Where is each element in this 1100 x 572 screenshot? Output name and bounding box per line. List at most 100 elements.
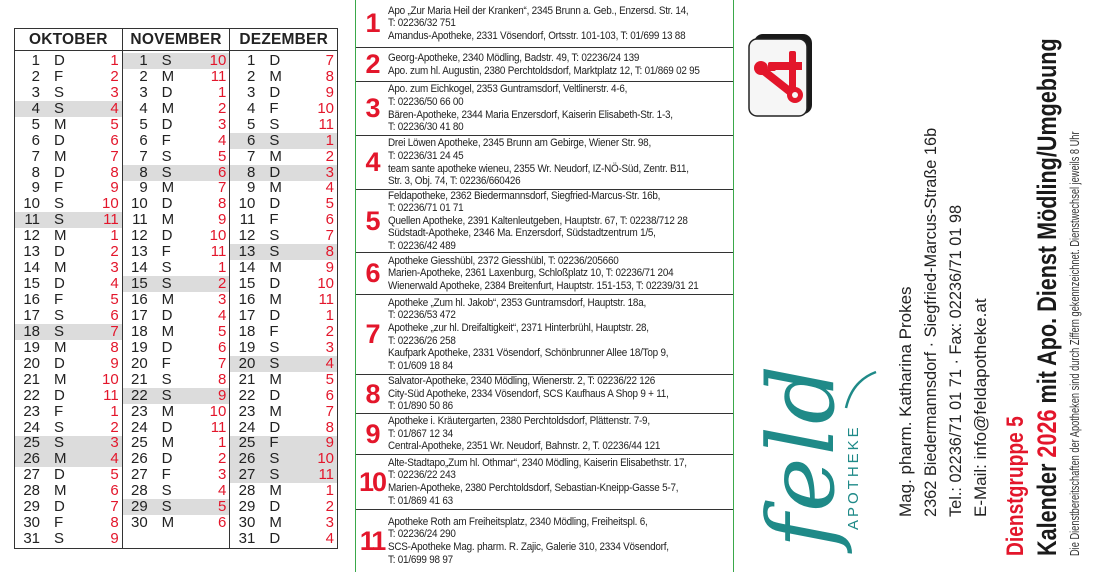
day-number: 27	[23, 466, 40, 484]
weekday-letter: D	[269, 306, 281, 324]
pharmacy-line: Apotheke „Zum hl. Jakob“, 2353 Guntramsd…	[388, 296, 647, 309]
weekday-letter: M	[54, 450, 67, 468]
day-number: 9	[31, 179, 40, 197]
duty-group-number: 4	[218, 306, 227, 324]
calendar-day-row: 11 M 9	[123, 212, 230, 228]
calendar-day-row: 13 S 8	[230, 243, 338, 261]
email-link[interactable]: E-Mail: info@feldapotheke.at	[971, 298, 990, 517]
day-number: 31	[23, 530, 40, 548]
calendar-day-row: 14 S 1	[123, 260, 230, 276]
calendar-day-row: 28 S 4	[123, 483, 230, 499]
weekday-letter: F	[269, 99, 279, 117]
weekday-letter: M	[161, 434, 175, 452]
pharmacy-line: T: 02236/30 41 80	[388, 121, 464, 134]
calendar-day-row: 16 M 11	[230, 292, 337, 308]
weekday-letter: D	[54, 466, 65, 484]
logo-swoosh	[844, 370, 877, 409]
calendar-day-row: 29 D 2	[230, 499, 337, 515]
duty-group-number: 10	[317, 99, 335, 117]
weekday-letter: D	[161, 83, 173, 101]
weekday-letter: S	[161, 370, 172, 388]
duty-group-number: 2	[325, 322, 335, 340]
duty-group-number: 5	[325, 195, 335, 213]
weekday-letter: M	[161, 179, 175, 197]
day-number: 13	[130, 243, 148, 261]
day-number: 5	[139, 115, 148, 133]
duty-group-number: 2	[218, 99, 227, 117]
duty-group-number: 9	[110, 179, 119, 197]
weekday-letter: S	[161, 147, 172, 165]
pharmacy-line: Quellen Apotheke, 2391 Kaltenleutgeben, …	[388, 214, 688, 227]
day-number: 14	[130, 259, 148, 277]
weekday-letter: M	[54, 482, 67, 500]
duty-group-number: 11	[210, 67, 227, 85]
pharmacy-line: Apotheke Roth am Freiheitsplatz, 2340 Mö…	[388, 515, 648, 528]
apotheke-a-icon	[748, 34, 812, 117]
duty-group-number: 7	[218, 354, 227, 372]
duty-group-number: 9	[110, 530, 119, 548]
weekday-letter: F	[161, 243, 171, 261]
duty-group-number: 4	[325, 354, 335, 372]
pharmacy-line: Central-Apotheke, 2351 Wr. Neudorf, Bahn…	[388, 440, 661, 453]
day-number: 10	[238, 195, 256, 213]
pharmacy-line: Apo „Zur Maria Heil der Kranken“, 2345 B…	[388, 4, 689, 17]
day-number: 3	[247, 83, 256, 101]
weekday-letter: M	[269, 370, 282, 388]
weekday-letter: S	[269, 354, 280, 372]
day-number: 4	[31, 99, 40, 117]
weekday-letter: M	[269, 402, 282, 420]
calendar-day-row: 1 S 10	[122, 52, 230, 69]
duty-group-number: 1	[110, 402, 119, 420]
pharmacy-line: T: 02236/71 01 71	[388, 202, 464, 215]
weekday-letter: M	[269, 67, 282, 85]
duty-group-number: 9	[365, 418, 380, 449]
pharmacy-line: Apo. zum Eichkogel, 2353 Guntramsdorf, V…	[388, 83, 628, 96]
address: 2362 Biedermannsdorf · Siegfried-Marcus-…	[921, 127, 940, 517]
month-header: NOVEMBER	[122, 29, 230, 51]
day-number: 11	[239, 211, 256, 229]
day-number: 3	[139, 83, 148, 101]
duty-group-number: 7	[110, 498, 119, 516]
duty-group-number: 1	[218, 259, 227, 277]
month-days: 1 D 7 2 M 8 3 D 9 4 F 10 5 S 11 6 S 1 7 M 2 8 D 3 9 M 4 10 D 5 11 F 6 12 S…	[230, 51, 338, 548]
day-number: 25	[238, 434, 256, 452]
duty-group-number: 9	[110, 354, 119, 372]
weekday-letter: D	[269, 51, 281, 69]
day-number: 31	[238, 530, 256, 548]
calendar-day-row: 19 S 3	[230, 339, 337, 356]
day-number: 2	[31, 67, 40, 85]
duty-group-number: 3	[218, 291, 227, 309]
pharmacy-line: T: 02236/24 290	[388, 528, 456, 541]
duty-group-number: 3	[325, 514, 335, 532]
calendar-day-row: 13 D 2	[15, 244, 122, 260]
duty-group-number: 11	[210, 418, 227, 436]
weekday-letter: S	[54, 418, 65, 436]
duty-group-number: 6	[110, 131, 119, 149]
day-number: 22	[238, 386, 256, 404]
duty-group-number: 2	[110, 418, 119, 436]
calendar-day-row: 23 M 7	[230, 402, 337, 420]
day-number: 12	[238, 227, 256, 245]
calendar-day-row: 20 F 7	[123, 354, 230, 372]
duty-group-number: 10	[358, 466, 387, 497]
pharmacy-entries: Apotheke „Zum hl. Jakob“, 2353 Guntramsd…	[388, 296, 669, 373]
weekday-letter: D	[161, 306, 173, 324]
calendar-day-row: 12 M 1	[15, 228, 122, 244]
pharmacy-line: T: 01/867 12 34	[388, 427, 453, 440]
pharmacy-entries: Apotheke Giesshübl, 2372 Giesshübl, T: 0…	[388, 255, 699, 293]
calendar-day-row: 28 M 1	[230, 483, 337, 499]
duty-group-number: 3	[365, 93, 380, 123]
day-number: 5	[31, 115, 40, 133]
duty-group-number: 6	[325, 386, 335, 404]
weekday-letter: S	[269, 243, 280, 261]
duty-group-number: 10	[317, 275, 335, 293]
calendar-day-row: 21 S 8	[123, 370, 230, 388]
duty-group-row: 6 Apotheke Giesshübl, 2372 Giesshübl, T: …	[356, 253, 733, 295]
weekday-letter: F	[161, 354, 171, 372]
pharmacy-duty-list: 1 Apo „Zur Maria Heil der Kranken“, 2345 …	[355, 0, 734, 572]
calendar-day-row: 26 M 4	[15, 450, 122, 468]
